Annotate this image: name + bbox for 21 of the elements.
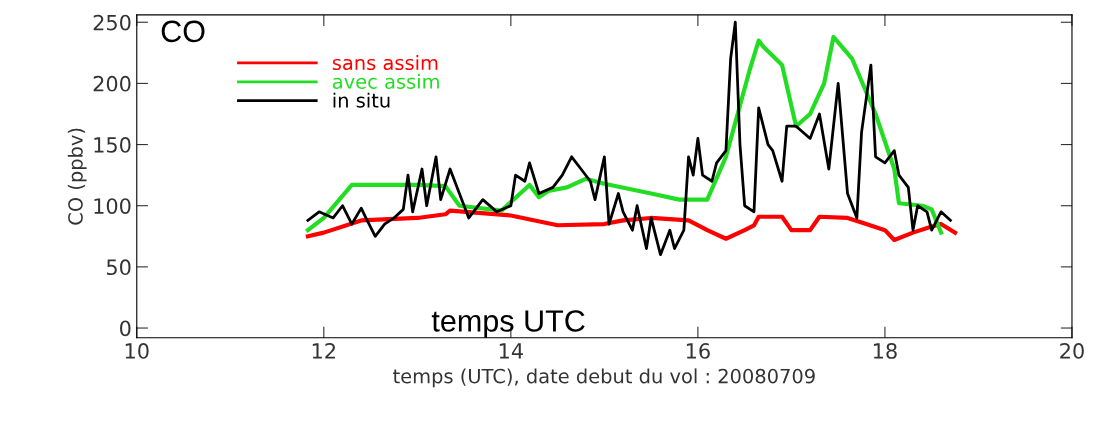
y-tick-label: 50 bbox=[107, 259, 131, 276]
x-tick-label: 14 bbox=[499, 343, 523, 359]
chart-title: CO bbox=[161, 20, 205, 43]
y-tick-label: 0 bbox=[120, 320, 131, 337]
y-tick-label: 200 bbox=[93, 75, 131, 92]
line-series bbox=[306, 20, 952, 257]
legend-label: in situ bbox=[333, 92, 390, 108]
x-tick-label: 16 bbox=[686, 343, 710, 359]
legend-label: avec assim bbox=[332, 73, 439, 89]
x-tick-label: 12 bbox=[312, 343, 335, 359]
y-axis-title: CO (ppbv) bbox=[67, 128, 87, 225]
line-series bbox=[305, 208, 958, 243]
x-tick-label: 18 bbox=[873, 343, 897, 359]
y-tick-label: 100 bbox=[94, 198, 131, 214]
y-tick-label: 150 bbox=[94, 137, 131, 153]
legend-label: sans assim bbox=[332, 55, 438, 71]
x-tick-label: 10 bbox=[125, 343, 149, 359]
x-tick-label: 20 bbox=[1060, 343, 1084, 359]
annotation: temps UTC bbox=[431, 310, 585, 338]
y-tick-label: 250 bbox=[93, 14, 131, 31]
x-axis-title: temps (UTC), date debut du vol : 20080709 bbox=[393, 368, 815, 388]
